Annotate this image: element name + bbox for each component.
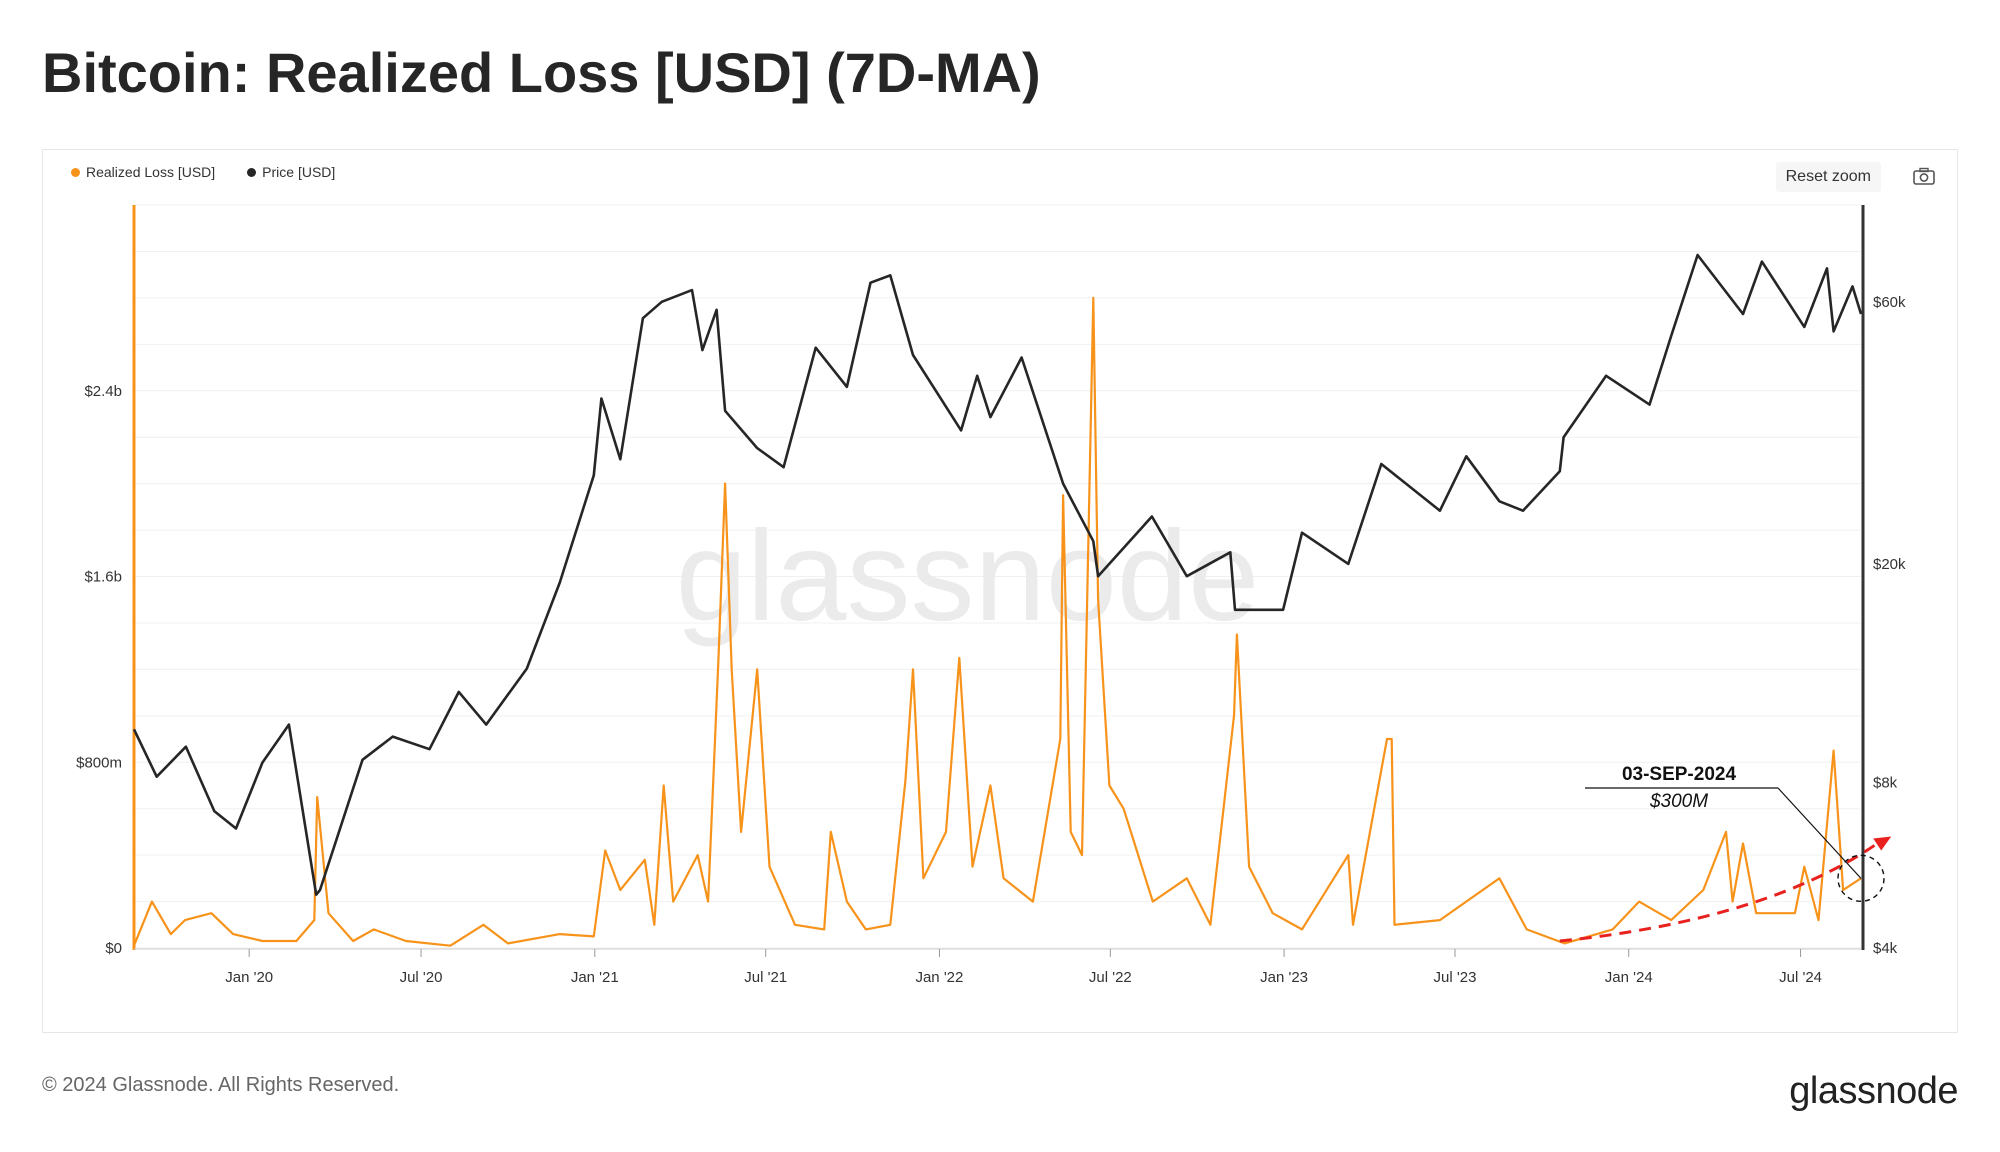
reset-zoom-button[interactable]: Reset zoom [1775,162,1881,192]
page-title: Bitcoin: Realized Loss [USD] (7D-MA) [42,41,1041,104]
x-tick-label: Jul '24 [1779,969,1822,986]
watermark-text: glassnode [676,505,1260,648]
y-right-tick-label: $8k [1873,775,1898,792]
annotation-leader [1777,787,1862,879]
legend-dot-realized-loss [71,167,80,177]
chart-plot: glassnode Jan '20 Jul '20 Jan '21 Jul '21 Jan… [76,204,1906,986]
legend-dot-price [247,167,257,177]
x-tick-label: Jan '24 [1605,969,1653,986]
y-left-tick-label: $2.4b [84,383,122,400]
y-right-tick-label: $20k [1873,556,1906,573]
y-right-tick-label: $60k [1873,294,1906,311]
legend-label-price: Price [USD] [262,164,336,180]
y-right-tick-label: $4k [1873,940,1898,957]
trend-arrow-line [1559,842,1879,943]
price-line [132,253,1863,896]
annotation-date-label: 03-SEP-2024 [1622,764,1737,785]
x-tick-label: Jan '21 [571,969,619,986]
annotation-circle [1837,854,1885,903]
y-left-tick-label: $0 [105,940,122,957]
x-tick-label: Jan '22 [915,969,963,986]
legend-item-realized-loss[interactable]: Realized Loss [USD] [71,164,215,180]
annotation-value-label: $300M [1649,791,1708,812]
legend-item-price[interactable]: Price [USD] [247,164,335,180]
y-left-tick-label: $800m [76,754,122,771]
chart-legend: Realized Loss [USD] Price [USD] [71,164,335,180]
legend-label-realized-loss: Realized Loss [USD] [86,164,216,180]
x-tick-label: Jul '21 [744,969,787,986]
x-tick-label: Jan '23 [1260,969,1308,986]
x-tick-label: Jul '23 [1434,969,1477,986]
x-tick-label: Jul '20 [400,969,443,986]
chart-panel: Realized Loss [USD] Price [USD] Reset zo… [42,149,1958,1033]
realized-loss-line [132,296,1862,947]
y-left-tick-label: $1.6b [84,569,122,586]
trend-arrow-head [1873,836,1892,851]
glassnode-logo: glassnode [1789,1070,1958,1112]
x-tick-label: Jul '22 [1089,969,1132,986]
copyright-text: © 2024 Glassnode. All Rights Reserved. [42,1074,400,1096]
x-tick-label: Jan '20 [225,969,273,986]
camera-icon[interactable] [1913,167,1935,185]
